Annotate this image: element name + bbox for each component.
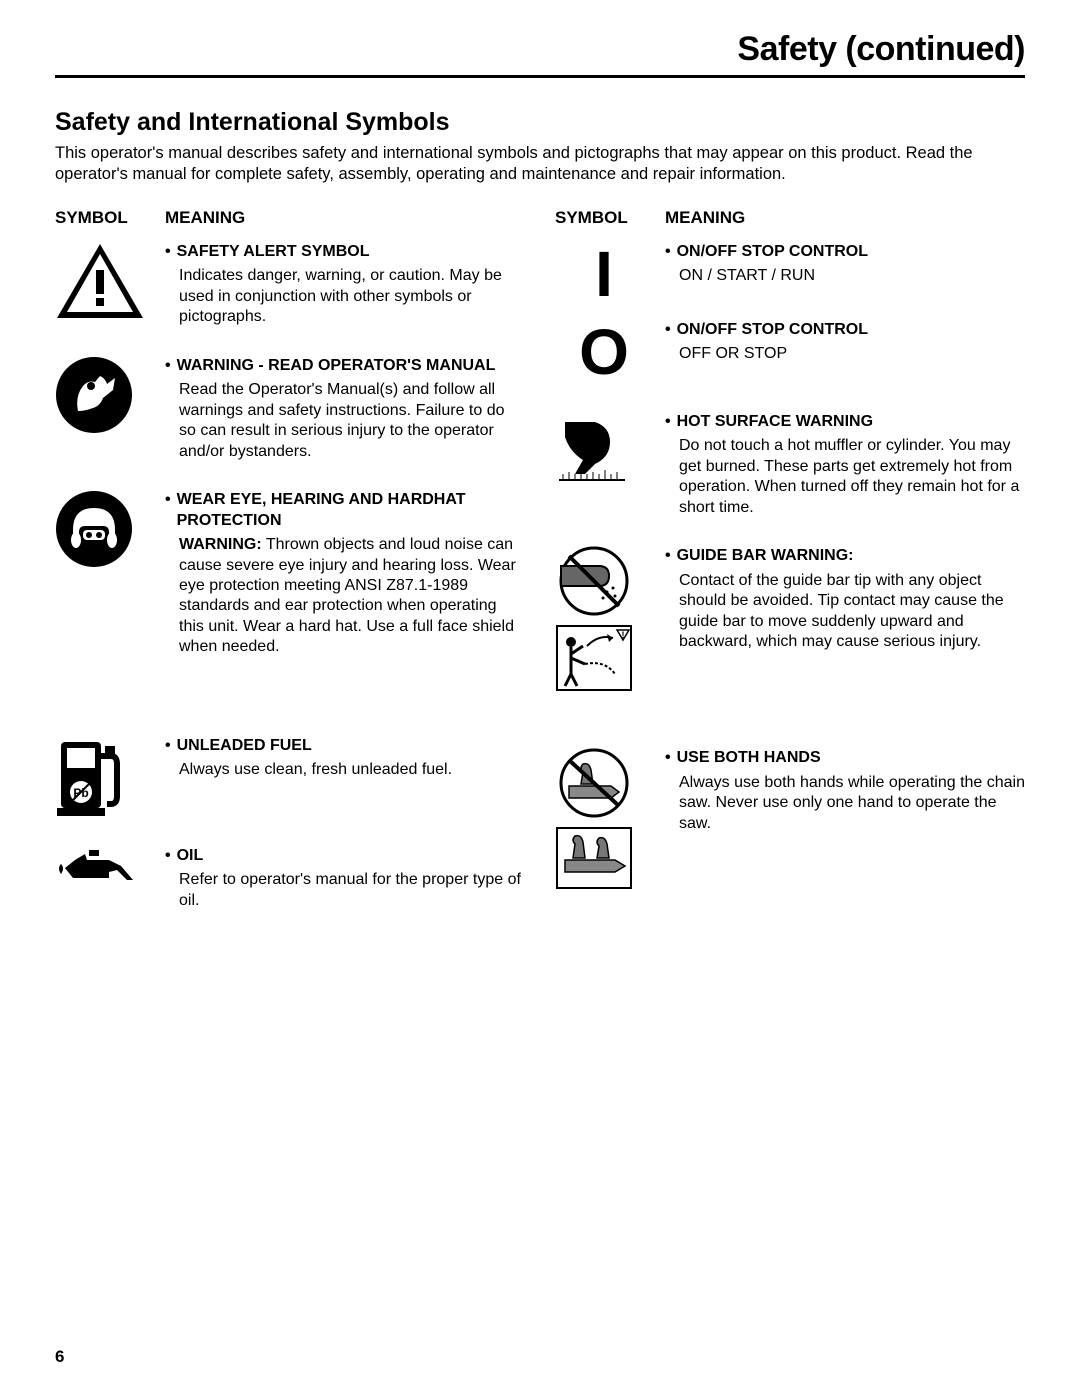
- svg-text:!: !: [622, 630, 625, 640]
- one-hand-prohibited-icon: [555, 748, 633, 818]
- entry-body: Refer to operator's manual for the prope…: [165, 870, 525, 911]
- entry-title: ON/OFF STOP CONTROL: [677, 242, 868, 262]
- entry-title: SAFETY ALERT SYMBOL: [177, 242, 370, 262]
- fuel-pump-icon: Pb: [55, 736, 129, 818]
- entry-body: Always use both hands while operating th…: [665, 773, 1025, 834]
- entry-guide-bar: ! •GUIDE BAR WARNING: Contact of the gui…: [555, 546, 1025, 700]
- entry-off-control: O •ON/OFF STOP CONTROL OFF OR STOP: [555, 320, 1025, 384]
- column-header: SYMBOL MEANING: [55, 208, 525, 228]
- safety-alert-icon: [55, 242, 145, 320]
- entry-both-hands: •USE BOTH HANDS Always use both hands wh…: [555, 748, 1025, 898]
- off-symbol-icon: O: [555, 320, 653, 384]
- read-manual-icon: [55, 356, 133, 434]
- page-header-title: Safety (continued): [55, 30, 1025, 78]
- entry-body: Contact of the guide bar tip with any ob…: [665, 571, 1025, 653]
- hot-surface-icon: [555, 412, 633, 490]
- entry-oil: •OIL Refer to operator's manual for the …: [55, 846, 525, 911]
- meaning-header: MEANING: [165, 208, 245, 228]
- entry-body: OFF OR STOP: [665, 344, 1025, 364]
- entry-body: Read the Operator's Manual(s) and follow…: [165, 380, 525, 462]
- column-header: SYMBOL MEANING: [555, 208, 1025, 228]
- entry-body: Do not touch a hot muffler or cylinder. …: [665, 436, 1025, 518]
- guide-bar-tip-icon: [555, 546, 633, 616]
- section-title: Safety and International Symbols: [55, 108, 1025, 137]
- symbol-header: SYMBOL: [55, 208, 165, 228]
- entry-on-control: I •ON/OFF STOP CONTROL ON / START / RUN: [555, 242, 1025, 306]
- entry-title: ON/OFF STOP CONTROL: [677, 320, 868, 340]
- two-hands-icon: [555, 826, 633, 890]
- ppe-icon: [55, 490, 133, 568]
- symbol-columns: SYMBOL MEANING •SAFETY ALERT SYMBOL Indi…: [55, 208, 1025, 939]
- entry-body: WARNING: Thrown objects and loud noise c…: [165, 535, 525, 658]
- right-column: SYMBOL MEANING I •ON/OFF STOP CONTROL ON…: [555, 208, 1025, 939]
- kickback-icon: !: [555, 624, 633, 692]
- oil-can-icon: [55, 846, 135, 886]
- entry-title: UNLEADED FUEL: [177, 736, 312, 756]
- entry-ppe: •WEAR EYE, HEARING AND HARDHAT PROTECTIO…: [55, 490, 525, 658]
- entry-body: Always use clean, fresh unleaded fuel.: [165, 760, 525, 780]
- entry-safety-alert: •SAFETY ALERT SYMBOL Indicates danger, w…: [55, 242, 525, 328]
- entry-body: Indicates danger, warning, or caution. M…: [165, 266, 525, 327]
- meaning-header: MEANING: [665, 208, 745, 228]
- entry-title: GUIDE BAR WARNING:: [677, 546, 854, 566]
- left-column: SYMBOL MEANING •SAFETY ALERT SYMBOL Indi…: [55, 208, 525, 939]
- entry-body: ON / START / RUN: [665, 266, 1025, 286]
- on-symbol-icon: I: [555, 242, 653, 306]
- entry-title: USE BOTH HANDS: [677, 748, 821, 768]
- entry-title: HOT SURFACE WARNING: [677, 412, 873, 432]
- symbol-header: SYMBOL: [555, 208, 665, 228]
- entry-unleaded-fuel: Pb •UNLEADED FUEL Always use clean, fres…: [55, 736, 525, 818]
- entry-title: WEAR EYE, HEARING AND HARDHAT PROTECTION: [177, 490, 525, 531]
- section-intro: This operator's manual describes safety …: [55, 143, 1025, 186]
- entry-title: OIL: [177, 846, 204, 866]
- entry-title: WARNING - READ OPERATOR'S MANUAL: [177, 356, 496, 376]
- entry-hot-surface: •HOT SURFACE WARNING Do not touch a hot …: [555, 412, 1025, 518]
- entry-read-manual: •WARNING - READ OPERATOR'S MANUAL Read t…: [55, 356, 525, 462]
- page-number: 6: [55, 1347, 64, 1367]
